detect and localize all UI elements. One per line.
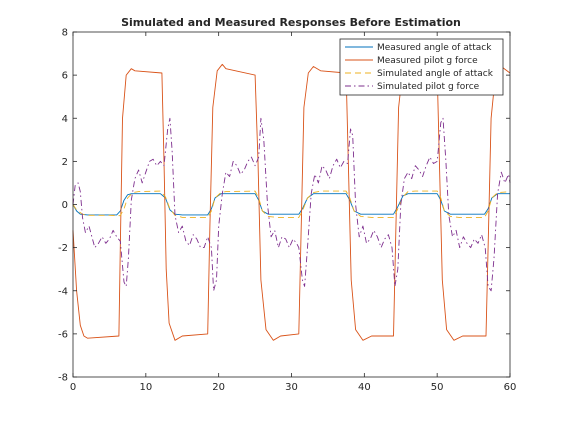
x-tick-label: 0 — [70, 382, 76, 393]
y-ticks: -8 -6 -4 -2 0 2 4 6 8 — [58, 28, 510, 384]
chart-title: Simulated and Measured Responses Before … — [121, 16, 461, 29]
legend-label: Measured angle of attack — [377, 43, 492, 53]
y-tick-label: -8 — [58, 373, 68, 384]
x-tick-label: 50 — [431, 382, 444, 393]
y-tick-label: 4 — [62, 114, 68, 125]
x-tick-label: 30 — [285, 382, 298, 393]
series-line-2 — [72, 63, 511, 341]
y-tick-label: 8 — [62, 28, 68, 39]
x-tick-label: 60 — [504, 382, 517, 393]
y-tick-label: -4 — [58, 286, 68, 297]
y-tick-label: 0 — [62, 200, 68, 211]
y-tick-label: 2 — [62, 157, 68, 168]
x-ticks: 0 10 20 30 40 50 60 — [70, 32, 517, 393]
x-tick-label: 40 — [358, 382, 371, 393]
x-tick-label: 10 — [139, 382, 152, 393]
y-tick-label: 6 — [62, 71, 68, 82]
series-lines — [72, 63, 511, 341]
legend-label: Simulated pilot g force — [377, 82, 480, 92]
legend-label: Simulated angle of attack — [377, 69, 494, 79]
x-tick-label: 20 — [212, 382, 225, 393]
series-line-3 — [72, 190, 511, 218]
legend-label: Measured pilot g force — [377, 56, 478, 66]
y-tick-label: -2 — [58, 243, 68, 254]
y-tick-label: -6 — [58, 329, 68, 340]
legend-box — [339, 38, 504, 96]
legend: Measured angle of attack Measured pilot g… — [339, 38, 504, 96]
series-line-4 — [72, 117, 511, 292]
